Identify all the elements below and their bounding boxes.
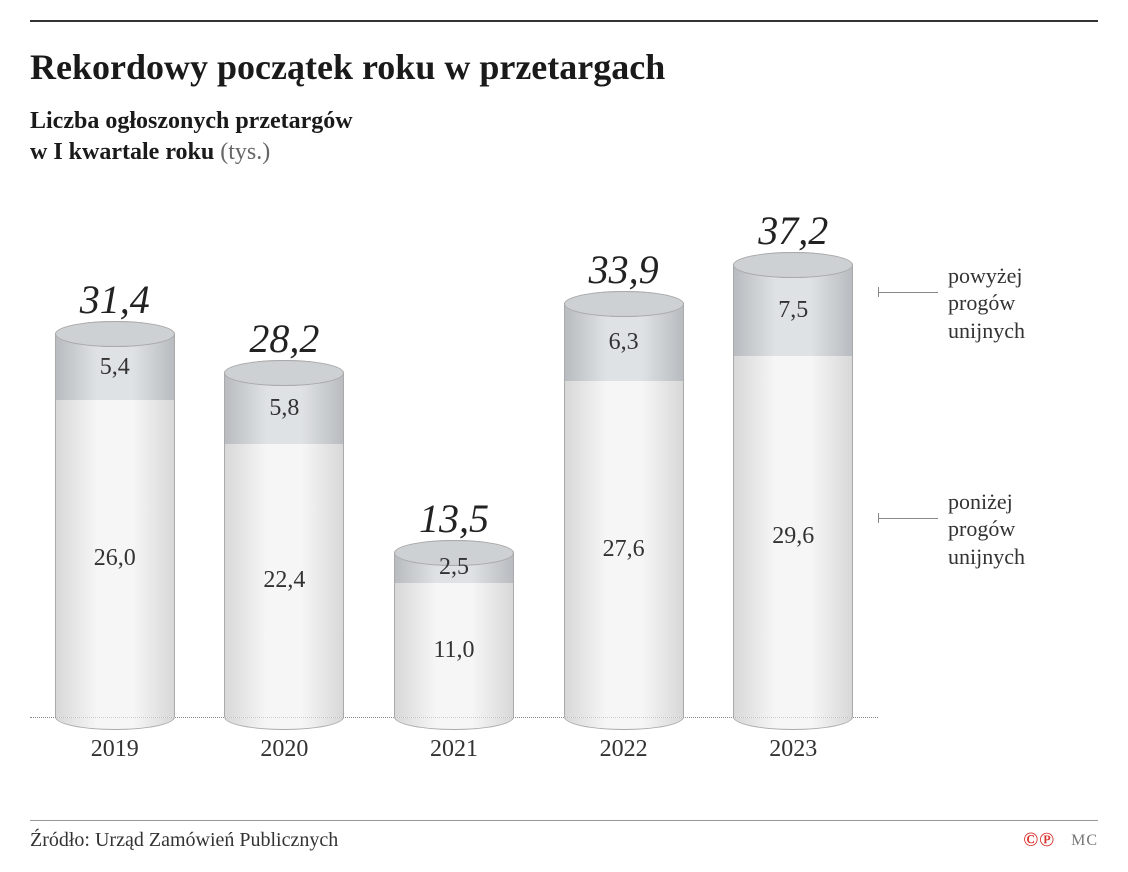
bar-segment-below: 29,6 [733,356,853,717]
total-value-label: 28,2 [224,315,344,362]
chart-subtitle: Liczba ogłoszonych przetargów w I kwarta… [30,106,1098,168]
source-text: Źródło: Urząd Zamówień Publicznych [30,829,338,852]
bar-column: 29,67,537,22023 [733,265,853,718]
signature: MC [1071,832,1098,850]
total-value-label: 13,5 [394,495,514,542]
top-rule [30,20,1098,22]
bar-segment-above: 7,5 [733,265,853,357]
above-value-label: 6,3 [609,329,639,356]
xaxis-category-label: 2019 [55,736,175,763]
bar-segment-below: 11,0 [394,583,514,717]
total-value-label: 31,4 [55,276,175,323]
callout-line [878,292,938,293]
below-value-label: 11,0 [433,637,474,664]
callout-below: poniżej progów unijnych [948,488,1025,571]
stacked-bar-chart: 26,05,431,4201922,45,828,2202011,02,513,… [30,198,878,718]
above-value-label: 5,4 [100,354,130,381]
subtitle-bold: Liczba ogłoszonych przetargów w I kwarta… [30,108,353,165]
xaxis-category-label: 2022 [564,736,684,763]
bar-column: 27,66,333,92022 [564,304,684,718]
copyright-mark: ©℗ [1023,829,1055,852]
xaxis-category-label: 2023 [733,736,853,763]
below-value-label: 26,0 [94,545,136,572]
callouts: powyżej progów unijnych poniżej progów un… [888,178,1098,718]
chart-title: Rekordowy początek roku w przetargach [30,46,1098,88]
bar-segment-below: 22,4 [224,444,344,717]
xaxis-category-label: 2020 [224,736,344,763]
above-value-label: 5,8 [269,395,299,422]
bar-column: 26,05,431,42019 [55,334,175,717]
above-value-label: 7,5 [778,297,808,324]
subtitle-unit: (tys.) [214,139,270,165]
bar-segment-above: 5,4 [55,334,175,400]
below-value-label: 27,6 [603,536,645,563]
bar-segment-above: 6,3 [564,304,684,381]
xaxis-category-label: 2021 [394,736,514,763]
callout-above: powyżej progów unijnych [948,262,1025,345]
bar-segment-below: 27,6 [564,381,684,718]
footer-right: ©℗ MC [1023,829,1098,852]
below-value-label: 22,4 [263,567,305,594]
bar-column: 11,02,513,52021 [394,553,514,718]
bar-segment-above: 5,8 [224,373,344,444]
below-value-label: 29,6 [772,523,814,550]
total-value-label: 33,9 [564,246,684,293]
total-value-label: 37,2 [733,207,853,254]
callout-line [878,518,938,519]
bar-segment-below: 26,0 [55,400,175,717]
bar-segment-above: 2,5 [394,553,514,584]
chart-area: 26,0 5,4 31,4 2019 22,4 5,8 28,2 2020 11,0 2,5 13,… [30,178,1098,778]
above-value-label: 2,5 [439,554,469,581]
bar-column: 22,45,828,22020 [224,373,344,717]
footer: Źródło: Urząd Zamówień Publicznych ©℗ MC [30,820,1098,852]
